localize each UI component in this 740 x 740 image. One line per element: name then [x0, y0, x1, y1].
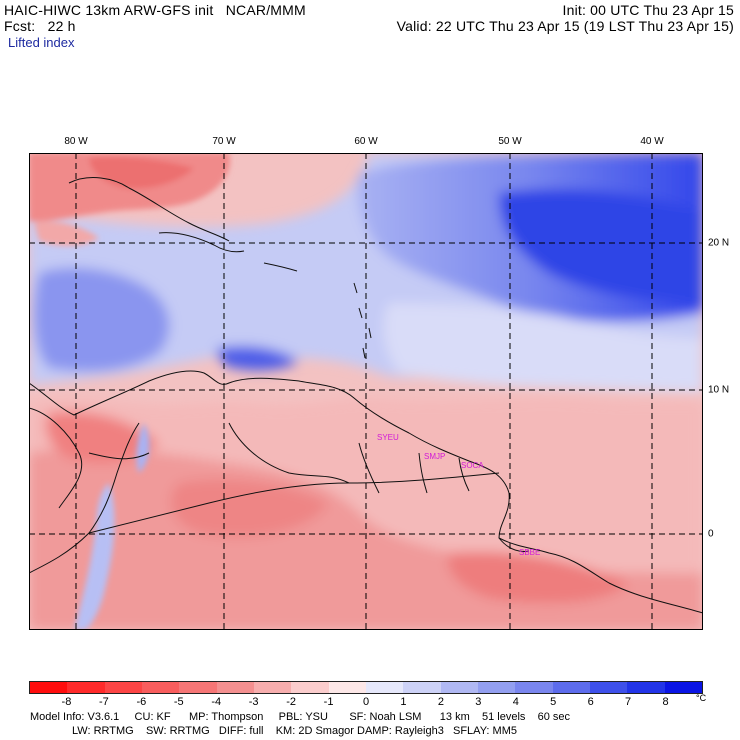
colorbar-segment	[477, 682, 516, 693]
lon-label-80w: 80 W	[64, 136, 88, 147]
colorbar-segment	[141, 682, 180, 693]
coastlines	[29, 177, 703, 614]
lon-label-50w: 50 W	[498, 136, 522, 147]
colorbar-segment	[216, 682, 254, 693]
station-smjp: SMJP	[424, 452, 445, 461]
lat-label-10n: 10 N	[708, 384, 730, 396]
colorbar-segment	[291, 682, 329, 693]
colorbar-tick-label: -5	[173, 696, 184, 708]
colorbar-tick-label: -4	[211, 696, 222, 708]
forecast-hour: Fcst: 22 h	[4, 18, 76, 34]
colorbar-segment	[627, 682, 665, 693]
field-name: Lifted index	[8, 35, 75, 50]
colorbar-tick-label: 8	[662, 696, 669, 708]
map-svg: SYEU SMJP SOCA SBBE	[29, 153, 703, 630]
valid-time: Valid: 22 UTC Thu 23 Apr 15 (19 LST Thu …	[396, 18, 734, 34]
model-title: HAIC-HIWC 13km ARW-GFS init NCAR/MMM	[4, 2, 306, 18]
colorbar-tick-label: -3	[248, 696, 259, 708]
colorbar-tick-label: 6	[587, 696, 594, 708]
colorbar-tick-label: 5	[550, 696, 557, 708]
colorbar-tick-label: 7	[625, 696, 632, 708]
stable-region	[29, 153, 703, 393]
colorbar-segment	[440, 682, 478, 693]
lifted-index-map: SYEU SMJP SOCA SBBE	[29, 153, 703, 630]
lon-label-40w: 40 W	[640, 136, 664, 147]
colorbar-tick-label: -7	[98, 696, 109, 708]
lon-label-60w: 60 W	[354, 136, 378, 147]
colorbar-tick-label: 2	[437, 696, 444, 708]
colorbar	[29, 681, 703, 694]
colorbar-segment	[552, 682, 590, 693]
colorbar-tick-label: -8	[61, 696, 72, 708]
colorbar-segment	[30, 682, 68, 693]
colorbar-segment	[179, 682, 217, 693]
colorbar-tick-label: 0	[362, 696, 370, 708]
colorbar-tick-label: -2	[286, 696, 296, 708]
lon-label-70w: 70 W	[212, 136, 236, 147]
station-soca: SOCA	[461, 461, 484, 470]
colorbar-segment	[67, 682, 105, 693]
colorbar-segment	[104, 682, 142, 693]
colorbar-segment	[403, 682, 441, 693]
colorbar-segment	[328, 682, 366, 693]
init-time: Init: 00 UTC Thu 23 Apr 15	[562, 2, 734, 18]
station-syeu: SYEU	[377, 433, 399, 442]
colorbar-segment	[515, 682, 553, 693]
andes-stable	[74, 423, 150, 630]
colorbar-tick-label: 4	[512, 696, 519, 708]
lat-label-0: 0	[708, 528, 714, 540]
colorbar-unit: °C	[696, 693, 707, 703]
lat-lon-grid	[29, 153, 703, 630]
colorbar-tick-label: 3	[475, 696, 482, 708]
station-sbbe: SBBE	[519, 548, 540, 557]
colorbar-segment	[253, 682, 292, 693]
model-info-line2: LW: RRTMG SW: RRTMG DIFF: full KM: 2D Sm…	[72, 725, 517, 737]
colorbar-tick-label: -6	[136, 696, 147, 708]
colorbar-segment	[664, 682, 702, 693]
map-frame	[29, 153, 703, 630]
lat-label-20n: 20 N	[708, 237, 730, 249]
model-info-line1: Model Info: V3.6.1 CU: KF MP: Thompson P…	[30, 711, 571, 723]
colorbar-tick-label: -1	[323, 696, 334, 708]
colorbar-segment	[589, 682, 628, 693]
colorbar-tick-label: 1	[400, 696, 407, 708]
colorbar-segment	[365, 682, 404, 693]
